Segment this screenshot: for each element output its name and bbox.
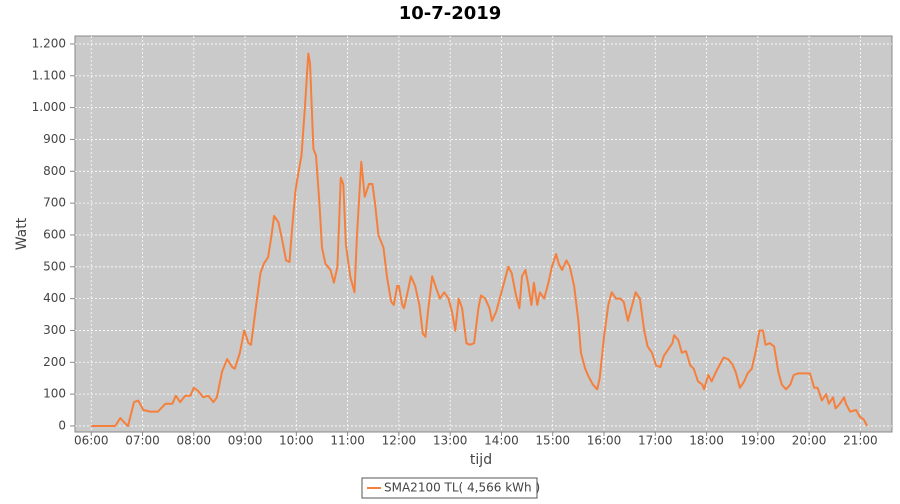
series-line xyxy=(91,52,869,427)
plot-area xyxy=(74,35,893,433)
y-tick-label: 400 xyxy=(43,291,66,305)
x-tick-label: 08:00 xyxy=(176,434,211,448)
x-tick-label: 20:00 xyxy=(792,434,827,448)
x-axis-title: tijd xyxy=(470,452,492,468)
x-tick-label: 11:00 xyxy=(330,434,365,448)
x-tick-label: 19:00 xyxy=(741,434,776,448)
y-tick-label: 1.100 xyxy=(32,68,66,82)
x-tick-label: 10:00 xyxy=(279,434,314,448)
x-tick-label: 14:00 xyxy=(484,434,519,448)
y-tick-label: 700 xyxy=(43,196,66,210)
x-tick-label: 15:00 xyxy=(535,434,570,448)
y-tick-label: 200 xyxy=(43,355,66,369)
y-tick-label: 600 xyxy=(43,227,66,241)
y-tick-label: 900 xyxy=(43,132,66,146)
legend xyxy=(361,477,538,499)
y-tick-label: 500 xyxy=(43,259,66,273)
x-tick-label: 09:00 xyxy=(228,434,263,448)
y-tick-label: 100 xyxy=(43,387,66,401)
chart-title: 10-7-2019 xyxy=(399,3,502,24)
y-tick-label: 800 xyxy=(43,164,66,178)
x-tick-label: 13:00 xyxy=(433,434,468,448)
x-tick-label: 18:00 xyxy=(689,434,724,448)
y-tick-label: 1.000 xyxy=(32,100,66,114)
y-tick-label: 0 xyxy=(58,418,66,432)
y-tick-label: 300 xyxy=(43,323,66,337)
legend-label: SMA2100 TL( 4,566 kWh ) xyxy=(384,481,540,495)
x-tick-label: 06:00 xyxy=(74,434,109,448)
x-tick-label: 12:00 xyxy=(382,434,417,448)
x-tick-label: 21:00 xyxy=(843,434,878,448)
x-tick-label: 16:00 xyxy=(587,434,622,448)
x-tick-label: 07:00 xyxy=(125,434,160,448)
y-tick-label: 1.200 xyxy=(32,36,66,50)
x-tick-label: 17:00 xyxy=(638,434,673,448)
y-axis-title: Watt xyxy=(14,217,30,250)
